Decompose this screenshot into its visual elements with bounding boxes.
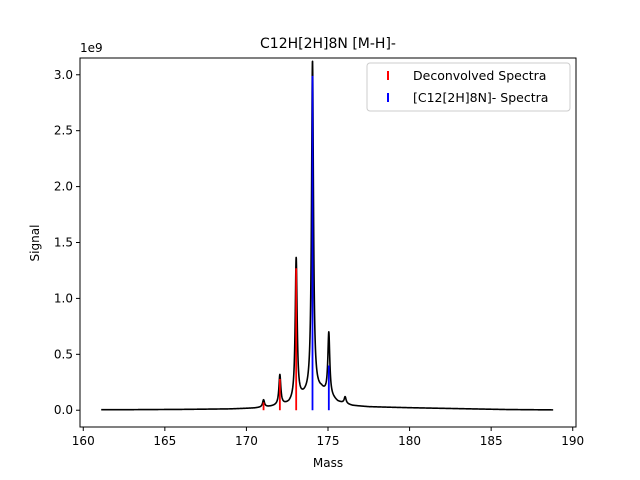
- y-tick-label: 0.5: [54, 347, 73, 361]
- y-tick-label: 2.5: [54, 124, 73, 138]
- x-tick-label: 175: [317, 434, 340, 448]
- x-tick-label: 160: [72, 434, 95, 448]
- plot-area: [100, 60, 554, 411]
- legend-label-c12-spectra: [C12[2H]8N]- Spectra: [413, 90, 548, 105]
- y-tick-label: 2.0: [54, 180, 73, 194]
- legend: Deconvolved Spectra [C12[2H]8N]- Spectra: [366, 62, 571, 112]
- y-tick-label: 1.0: [54, 291, 73, 305]
- x-tick-label: 190: [561, 434, 584, 448]
- y-tick-label: 0.0: [54, 403, 73, 417]
- y-tick-label: 1.5: [54, 236, 73, 250]
- x-tick-label: 185: [480, 434, 503, 448]
- x-tick-label: 165: [153, 434, 176, 448]
- chart-title: C12H[2H]8N [M-H]-: [260, 36, 396, 52]
- y-offset-label: 1e9: [80, 41, 103, 55]
- legend-box: [366, 62, 571, 112]
- x-tick-label: 170: [235, 434, 258, 448]
- x-axis: 160 165 170 175 180 185 190: [72, 427, 584, 448]
- y-axis-label: Signal: [28, 225, 42, 262]
- x-tick-label: 180: [398, 434, 421, 448]
- legend-label-deconvolved: Deconvolved Spectra: [413, 68, 546, 83]
- y-tick-label: 3.0: [54, 68, 73, 82]
- y-axis: 0.0 0.5 1.0 1.5 2.0 2.5 3.0: [54, 68, 80, 417]
- signal-line: [100, 60, 554, 411]
- x-axis-label: Mass: [313, 456, 343, 470]
